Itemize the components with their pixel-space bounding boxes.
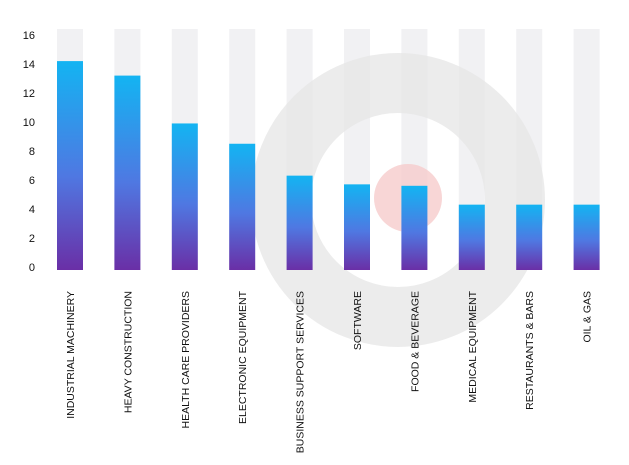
y-tick-label: 4 (29, 204, 35, 216)
x-axis-labels: INDUSTRIAL MACHINERY HEAVY CONSTRUCTION HE… (65, 290, 594, 453)
y-tick-label: 8 (29, 146, 35, 158)
bar (344, 184, 370, 270)
x-category-label: RESTAURANTS & BARS (524, 291, 536, 410)
bar (171, 123, 198, 270)
y-tick-label: 0 (29, 262, 35, 274)
x-category-label: HEALTH CARE PROVIDERS (180, 291, 192, 429)
bar (573, 204, 600, 270)
x-category-label: ELECTRONIC EQUIPMENT (237, 290, 249, 424)
x-category-label: OIL & GAS (582, 291, 594, 343)
bar (401, 185, 428, 270)
x-category-label: BUSINESS SUPPORT SERVICES (295, 291, 307, 453)
y-tick-label: 2 (29, 233, 35, 245)
y-axis-ticks: 0 2 4 6 8 10 12 14 16 (23, 30, 35, 274)
bar (458, 204, 485, 270)
watermark-ring (251, 53, 545, 347)
bar (516, 204, 543, 270)
y-tick-label: 10 (23, 117, 35, 129)
bars (57, 61, 600, 270)
y-tick-label: 16 (23, 30, 35, 42)
bar (57, 61, 83, 270)
y-tick-label: 12 (23, 88, 35, 100)
y-tick-label: 14 (23, 59, 35, 71)
x-category-label: HEAVY CONSTRUCTION (122, 291, 134, 413)
x-category-label: INDUSTRIAL MACHINERY (65, 291, 77, 419)
x-category-label: FOOD & BEVERAGE (409, 291, 421, 392)
bar (286, 175, 313, 270)
bar (114, 75, 141, 270)
bar (229, 143, 256, 270)
x-category-label: MEDICAL EQUIPMENT (467, 290, 479, 402)
x-category-label: SOFTWARE (352, 291, 364, 350)
y-tick-label: 6 (29, 175, 35, 187)
